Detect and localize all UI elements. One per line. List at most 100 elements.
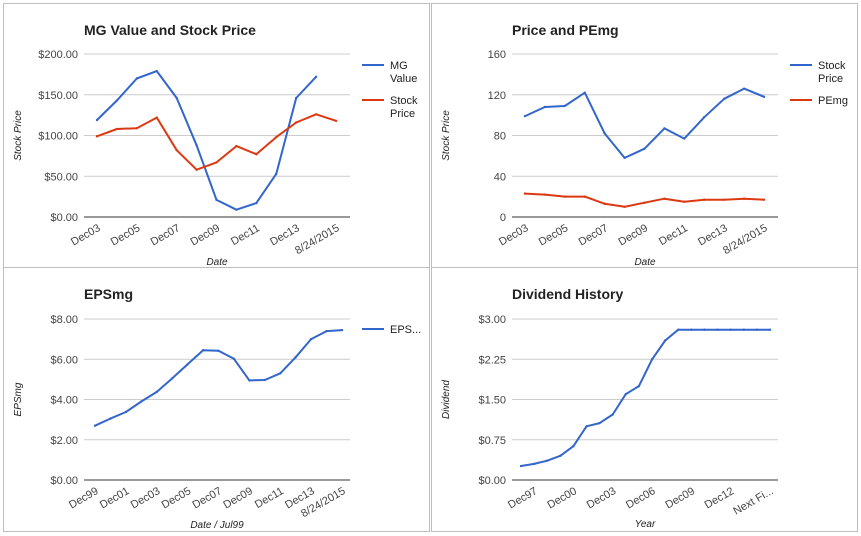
x-tick-label: Dec11 [229,222,262,248]
y-tick-label: $0.75 [478,435,506,447]
data-point-dividend [624,392,628,396]
data-point-pemg [543,193,547,196]
data-point-stock-price [722,97,726,101]
y-tick-label: $150.00 [38,90,78,102]
series-line-dividend [520,328,771,467]
data-point-stock-price [563,104,567,108]
data-point-stock-price [742,87,746,90]
x-axis-label: Year [635,519,656,530]
y-axis-label: EPSmg [13,382,24,416]
y-tick-label: $2.00 [50,435,78,447]
y-tick-label: $100.00 [38,131,78,143]
data-point-mg-value [255,201,258,205]
data-point-pemg [643,201,646,204]
data-point-epsmg [263,378,267,382]
data-point-mg-value [155,69,158,73]
data-point-dividend [559,454,562,458]
data-point-stock-price [155,116,158,119]
data-point-mg-value [115,99,119,102]
data-point-stock-price [762,95,766,98]
data-point-epsmg [279,372,282,375]
data-point-epsmg [93,424,97,427]
legend-label: MG [390,60,408,72]
x-tick-label: Dec09 [663,485,697,511]
data-point-dividend [650,358,654,361]
data-point-dividend [768,328,772,331]
x-tick-label: Dec99 [67,485,101,511]
data-point-stock-price [603,132,606,135]
y-tick-label: $3.00 [478,314,506,326]
legend-label: Price [390,108,415,120]
legend-label: PEmg [818,95,848,107]
y-tick-label: $2.25 [478,354,506,366]
series-line-mg-value [96,70,318,211]
y-tick-label: $200.00 [38,49,78,61]
data-point-mg-value [314,75,318,79]
legend-item-pemg: PEmg [790,95,848,107]
data-point-stock-price [663,127,666,130]
data-point-stock-price [543,105,547,109]
data-point-stock-price [623,156,626,160]
data-point-stock-price [235,144,238,148]
data-point-stock-price [275,135,278,139]
chart-title: Dividend History [512,286,623,302]
data-point-stock-price [294,121,298,124]
x-tick-label: Dec05 [160,485,194,511]
x-tick-label: Dec97 [506,485,540,511]
data-point-epsmg [232,357,236,361]
data-point-epsmg [201,348,205,352]
x-tick-label: Dec00 [545,485,579,511]
data-point-pemg [603,202,606,205]
x-tick-label: Dec05 [109,222,143,248]
y-tick-label: 120 [488,90,506,102]
data-point-mg-value [175,96,178,100]
y-axis-label: Stock Price [441,110,452,161]
y-tick-label: 0 [500,212,506,224]
y-tick-label: $1.50 [478,395,506,407]
data-point-dividend [598,421,601,425]
data-point-mg-value [235,208,238,211]
data-point-stock-price [643,147,646,150]
chart-title: EPSmg [84,286,133,302]
x-tick-label: Dec07 [577,222,611,248]
data-point-mg-value [294,96,298,100]
x-tick-label: Dec03 [69,222,103,248]
x-tick-label: Dec03 [497,222,531,248]
data-point-epsmg [186,363,189,366]
chart-title: MG Value and Stock Price [84,22,256,38]
y-tick-label: 40 [494,171,506,183]
data-point-stock-price [95,135,99,138]
y-tick-label: $4.00 [50,395,78,407]
data-point-epsmg [325,329,328,333]
chart-mg-value-stock-price: MG Value and Stock Price $0.00 $50.00 $100.… [13,22,418,268]
data-point-dividend [611,413,614,416]
x-tick-label: Dec06 [624,485,658,511]
chart-dividend-history: Dividend History $0.00 $0.75 $1.50 $2.25 $3.0… [441,286,778,530]
legend-label: Stock [818,60,846,72]
chart-epsmg: EPSmg $0.00 $2.00 $4.00 $6.00 $8.00 Dec99Dec01… [13,286,421,531]
data-point-epsmg [248,379,251,382]
data-point-dividend [546,459,549,462]
data-point-dividend [742,328,745,331]
y-tick-label: $0.00 [50,212,78,224]
x-tick-label: Dec09 [188,222,222,248]
data-point-epsmg [140,400,143,403]
series-line-stock-price [524,87,765,159]
chart-price-pemg: Price and PEmg 0 40 80 120 160 Dec03 Dec05 Dec07… [441,22,848,268]
data-point-stock-price [215,161,218,164]
x-tick-label: Next Fi... [731,485,775,517]
data-point-stock-price [195,168,198,171]
data-point-stock-price [255,153,258,156]
legend-label: Stock [390,95,418,107]
data-point-pemg [523,192,527,195]
data-point-stock-price [583,91,586,94]
data-point-dividend [532,462,536,466]
data-point-pemg [722,198,726,201]
data-point-epsmg [217,349,220,352]
x-tick-label: Dec05 [537,222,571,248]
data-point-epsmg [124,410,128,414]
data-point-dividend [755,328,759,331]
data-point-stock-price [314,113,318,116]
y-tick-label: $0.00 [478,475,506,487]
